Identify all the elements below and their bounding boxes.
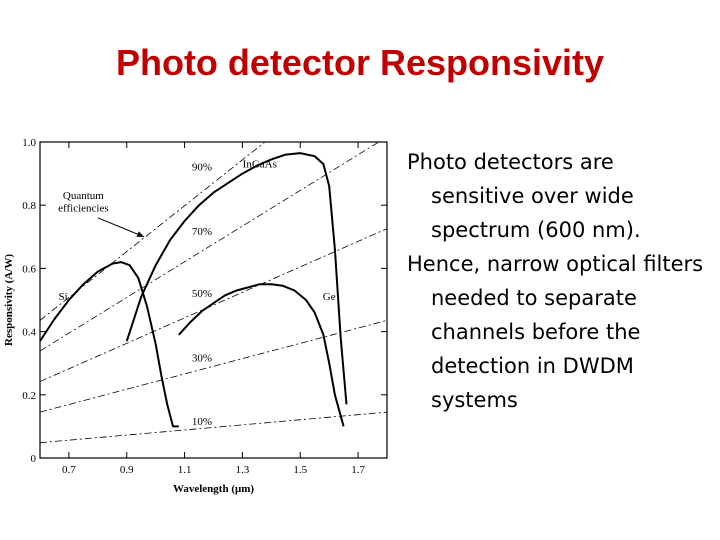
x-tick-label: 0.9 [120,464,134,476]
bullet-item: Photo detectors are sensitive over wide … [407,150,641,242]
y-axis-label: Responsivity (A/W) [3,254,15,346]
series-curve [125,152,348,405]
annotation-arrow [97,217,145,238]
efficiency-label: 50% [192,288,212,300]
x-tick-label: 1.3 [236,464,250,476]
y-tick-label: 0 [31,453,37,465]
bullet-list: Photo detectors are sensitive over wide … [407,145,712,417]
chart-svg: 0.7 0.9 1.1 1.3 1.5 1.7 0 0.2 0.4 0.6 0.8 1.0 Wavele… [3,137,388,495]
series-label: InGaAs [243,158,277,170]
slide-title: Photo detector Responsivity [115,42,605,83]
x-tick-label: 1.5 [293,464,307,476]
responsivity-chart: 0.7 0.9 1.1 1.3 1.5 1.7 0 0.2 0.4 0.6 0.8 1.0 Wavele… [0,128,400,500]
x-axis-label: Wavelength (μm) [173,483,254,495]
efficiency-line [40,142,266,321]
y-tick-label: 1.0 [22,137,36,149]
annotation-arrowhead [136,231,145,237]
efficiency-line [40,228,387,382]
x-tick-label: 1.7 [351,464,365,476]
efficiency-label: 70% [192,226,212,238]
y-tick-label: 0.6 [22,263,36,275]
bullet-item: Hence, narrow optical filters needed to … [407,252,704,412]
series-curve [178,283,345,427]
y-tick-label: 0.8 [22,200,36,212]
plot-frame [39,141,388,459]
y-tick-label: 0.4 [22,327,36,339]
x-tick-label: 0.7 [62,464,76,476]
annotation-label: Quantum [63,190,104,202]
y-tick-label: 0.2 [22,390,36,402]
efficiency-line [40,411,387,444]
efficiency-label: 10% [192,416,212,428]
series-label: Si [59,291,68,303]
series-curve [40,261,179,428]
x-tick-label: 1.1 [178,464,192,476]
annotation-label: efficiencies [58,203,109,215]
efficiency-label: 30% [192,353,212,365]
efficiency-label: 90% [192,161,212,173]
series-label: Ge [323,291,336,303]
